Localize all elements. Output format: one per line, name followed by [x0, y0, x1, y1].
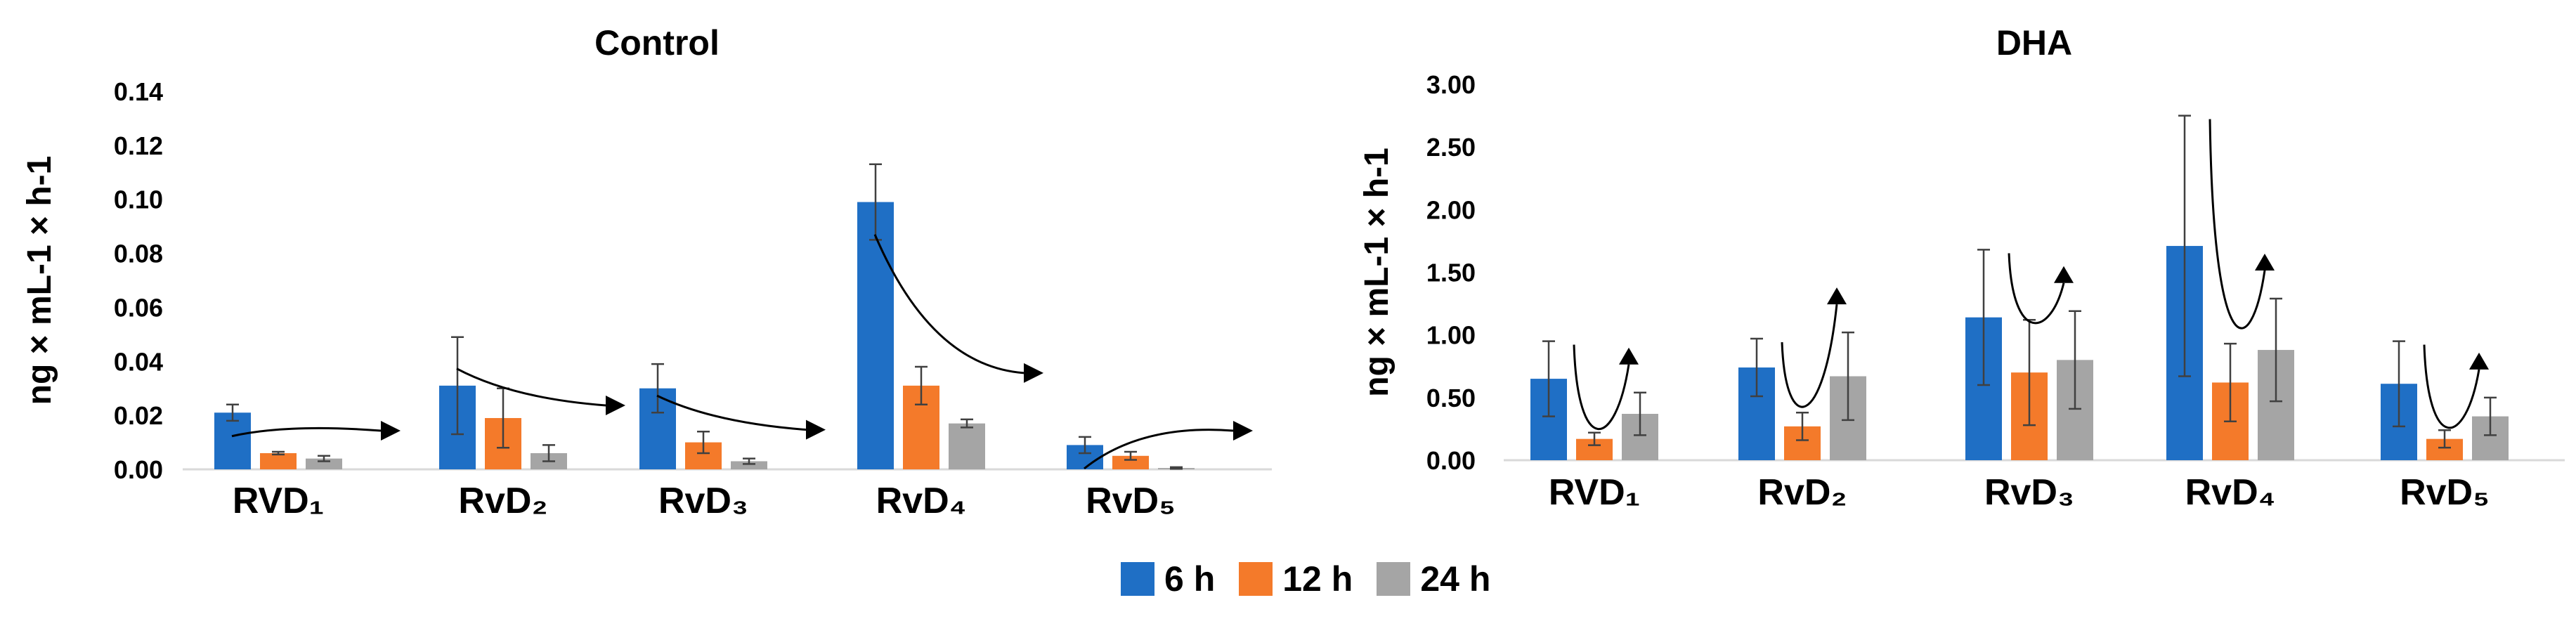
y-tick-label: 0.02 — [114, 401, 163, 430]
chart-panel-1: DHA ng × mL-1 × h-1 0.00 0.50 1.00 1.50 2.00 2.… — [1358, 23, 2565, 513]
trend-curve — [1084, 429, 1234, 470]
legend-item-24h: 24 h — [1377, 559, 1490, 599]
category-label: RvD₅ — [2400, 472, 2490, 513]
trend-curve — [456, 367, 606, 407]
trend-curve — [656, 394, 807, 431]
y-tick-label: 0.00 — [1426, 446, 1476, 475]
trend-curve — [1781, 304, 1838, 408]
bar-24h-0 — [306, 458, 342, 469]
legend: 6 h 12 h 24 h — [1121, 559, 1490, 599]
trend-arrowhead — [2469, 352, 2489, 370]
chart-panel-0: Control ng × mL-1 × h-1 0.00 0.02 0.04 0.06 0.… — [21, 23, 1272, 521]
y-tick-label: 0.04 — [114, 347, 163, 376]
legend-swatch-6h — [1121, 562, 1154, 596]
trend-curve — [2423, 344, 2480, 429]
y-tick-label: 2.50 — [1426, 133, 1476, 162]
trend-arrowhead — [1233, 421, 1253, 441]
y-tick-label: 0.14 — [114, 77, 163, 106]
category-label: RVD₁ — [1549, 472, 1640, 513]
y-tick-label: 0.50 — [1426, 384, 1476, 412]
trend-curve — [873, 234, 1024, 374]
trend-arrowhead — [1619, 347, 1639, 365]
legend-label-6h: 6 h — [1164, 559, 1216, 599]
y-tick-label: 0.10 — [114, 185, 163, 214]
trend-arrowhead — [1827, 287, 1847, 305]
bar-12h-0 — [260, 452, 297, 469]
legend-swatch-12h — [1239, 562, 1273, 596]
legend-item-6h: 6 h — [1121, 559, 1215, 599]
trend-curve — [231, 426, 382, 438]
category-label: RvD₅ — [1086, 481, 1176, 521]
trend-arrowhead — [606, 395, 625, 415]
bar-24h-2 — [731, 461, 767, 469]
y-tick-label: 0.00 — [114, 455, 163, 484]
category-label: RvD₄ — [876, 481, 967, 521]
category-label: RvD₃ — [658, 481, 748, 521]
trend-curve — [1573, 344, 1630, 431]
bar-12h-4 — [1112, 455, 1149, 469]
legend-label-24h: 24 h — [1420, 559, 1491, 599]
y-tick-label: 0.06 — [114, 293, 163, 322]
legend-item-12h: 12 h — [1239, 559, 1353, 599]
y-axis-label: ng × mL-1 × h-1 — [1358, 148, 1396, 397]
trend-arrowhead — [381, 421, 401, 441]
chart-title: Control — [594, 23, 720, 63]
y-tick-label: 3.00 — [1426, 70, 1476, 99]
y-tick-label: 1.50 — [1426, 259, 1476, 287]
legend-swatch-24h — [1377, 562, 1411, 596]
trend-arrowhead — [2255, 253, 2275, 271]
trend-curve — [2008, 253, 2065, 325]
category-label: RvD₂ — [458, 481, 547, 521]
y-tick-label: 1.00 — [1426, 321, 1476, 350]
y-tick-label: 0.08 — [114, 240, 163, 268]
bar-6h-0 — [214, 412, 251, 469]
y-tick-label: 2.00 — [1426, 195, 1476, 224]
category-label: RvD₂ — [1757, 472, 1847, 513]
y-axis-label: ng × mL-1 × h-1 — [21, 156, 58, 405]
category-label: RvD₄ — [2185, 472, 2276, 513]
legend-label-12h: 12 h — [1282, 559, 1353, 599]
y-tick-label: 0.12 — [114, 131, 163, 160]
category-label: RVD₁ — [233, 481, 324, 521]
trend-arrowhead — [2054, 266, 2074, 283]
trend-arrowhead — [1024, 363, 1043, 383]
trend-curve — [2209, 119, 2266, 330]
bar-6h-3 — [857, 202, 894, 469]
trend-arrowhead — [806, 419, 826, 440]
category-label: RvD₃ — [1984, 472, 2074, 513]
bar-24h-3 — [949, 423, 985, 469]
chart-title: DHA — [1996, 23, 2072, 63]
